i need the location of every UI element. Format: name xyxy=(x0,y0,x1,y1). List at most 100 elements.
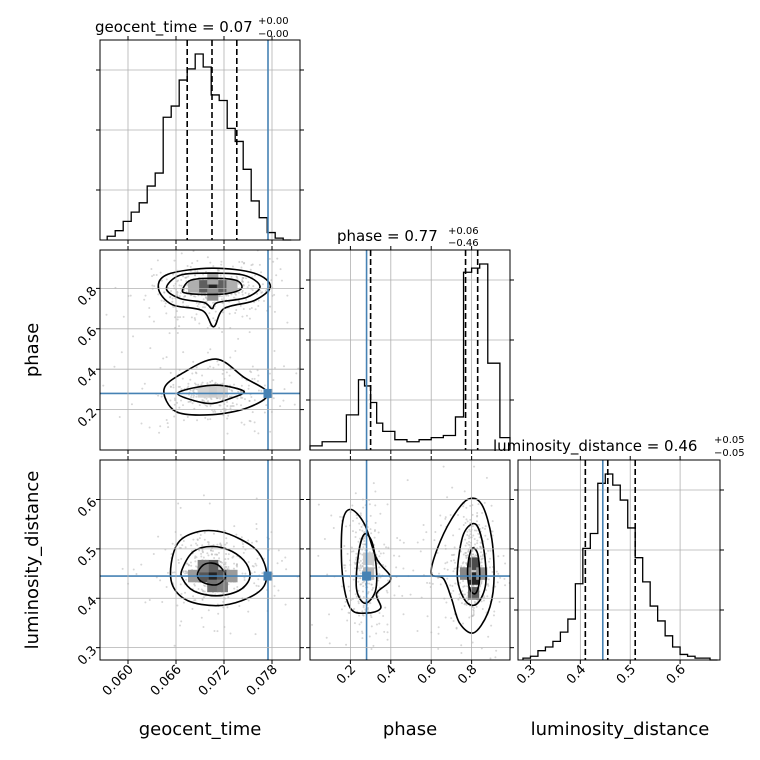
sample-point xyxy=(458,593,461,596)
sample-point xyxy=(227,553,230,556)
sample-point xyxy=(451,486,454,489)
sample-point xyxy=(214,381,217,384)
sample-point xyxy=(207,609,210,612)
sample-point xyxy=(354,531,357,534)
sample-point xyxy=(220,544,223,547)
sample-point xyxy=(426,615,429,618)
sample-point xyxy=(250,396,253,399)
sample-point xyxy=(471,614,474,617)
sample-point xyxy=(236,278,239,281)
sample-point xyxy=(212,366,215,369)
sample-point xyxy=(157,293,160,296)
sample-point xyxy=(163,305,166,308)
sample-point xyxy=(176,401,179,404)
sample-point xyxy=(446,577,449,580)
sample-point xyxy=(473,538,476,541)
sample-point xyxy=(248,331,251,334)
sample-point xyxy=(382,661,384,663)
sample-point xyxy=(251,365,254,368)
sample-point xyxy=(461,622,464,625)
sample-point xyxy=(453,567,456,570)
sample-point xyxy=(444,616,447,619)
sample-point xyxy=(198,404,201,407)
sample-point xyxy=(466,533,469,536)
sample-point xyxy=(195,366,198,369)
sample-point xyxy=(475,529,478,532)
sample-point xyxy=(378,586,381,589)
sample-point xyxy=(219,560,222,563)
sample-point xyxy=(484,527,487,530)
sample-point xyxy=(368,635,371,638)
sample-point xyxy=(247,610,250,613)
sample-point xyxy=(170,553,173,556)
density-cell xyxy=(363,552,375,566)
sample-point xyxy=(212,317,215,320)
sample-point xyxy=(462,524,465,527)
sample-point xyxy=(160,299,163,302)
density-cell xyxy=(468,557,480,570)
truth-marker xyxy=(263,388,273,398)
sample-point xyxy=(200,555,203,558)
sample-point xyxy=(218,295,221,298)
sample-point xyxy=(450,670,452,672)
sample-point xyxy=(225,552,228,555)
sample-point xyxy=(375,623,378,626)
sample-point xyxy=(439,524,442,527)
sample-point xyxy=(486,595,489,598)
sample-point xyxy=(257,389,260,392)
sample-point xyxy=(476,511,479,514)
sample-point xyxy=(346,552,349,555)
sample-point xyxy=(233,383,236,386)
sample-point xyxy=(214,310,217,313)
sample-point xyxy=(361,553,364,556)
sample-point xyxy=(210,549,213,552)
sample-point xyxy=(176,290,179,293)
sample-point xyxy=(155,576,158,579)
sample-point xyxy=(253,421,256,424)
contour-line xyxy=(157,267,272,328)
sample-point xyxy=(239,304,242,307)
sample-point xyxy=(468,540,471,543)
sample-point xyxy=(382,563,385,566)
sample-point xyxy=(148,315,151,318)
sample-point xyxy=(206,405,209,408)
sample-point xyxy=(216,543,219,546)
sample-point xyxy=(480,551,483,554)
sample-point xyxy=(225,294,228,297)
sample-point xyxy=(273,293,276,296)
sample-point xyxy=(177,561,180,564)
sample-point xyxy=(234,312,237,315)
sample-point xyxy=(241,278,244,281)
panel-phase-vs-luminosity-distance xyxy=(310,460,510,672)
sample-point xyxy=(482,555,485,558)
density-cell xyxy=(460,567,472,580)
sample-point xyxy=(436,551,439,554)
sample-point xyxy=(479,546,482,549)
sample-point xyxy=(220,298,223,301)
sample-point xyxy=(227,414,230,417)
sample-point xyxy=(453,546,456,549)
sample-point xyxy=(369,614,372,617)
sample-point xyxy=(237,282,240,285)
sample-point xyxy=(215,397,218,400)
sample-point xyxy=(273,349,276,352)
sample-point xyxy=(351,504,354,507)
sample-point xyxy=(220,295,223,298)
sample-point xyxy=(279,405,282,408)
sample-point xyxy=(359,559,362,562)
sample-point xyxy=(167,426,170,429)
sample-point xyxy=(355,558,358,561)
x-tick-label-geocent-time: 0.066 xyxy=(148,662,185,699)
density-cell xyxy=(207,559,219,573)
sample-point xyxy=(220,410,223,413)
sample-point xyxy=(192,538,195,541)
sample-point xyxy=(240,421,243,424)
sample-point xyxy=(221,382,224,385)
sample-point xyxy=(198,322,201,325)
sample-point xyxy=(182,601,185,604)
sample-point xyxy=(176,604,179,607)
sample-point xyxy=(176,316,179,319)
sample-point xyxy=(225,541,228,544)
sample-point xyxy=(406,479,409,482)
sample-point xyxy=(178,295,181,298)
